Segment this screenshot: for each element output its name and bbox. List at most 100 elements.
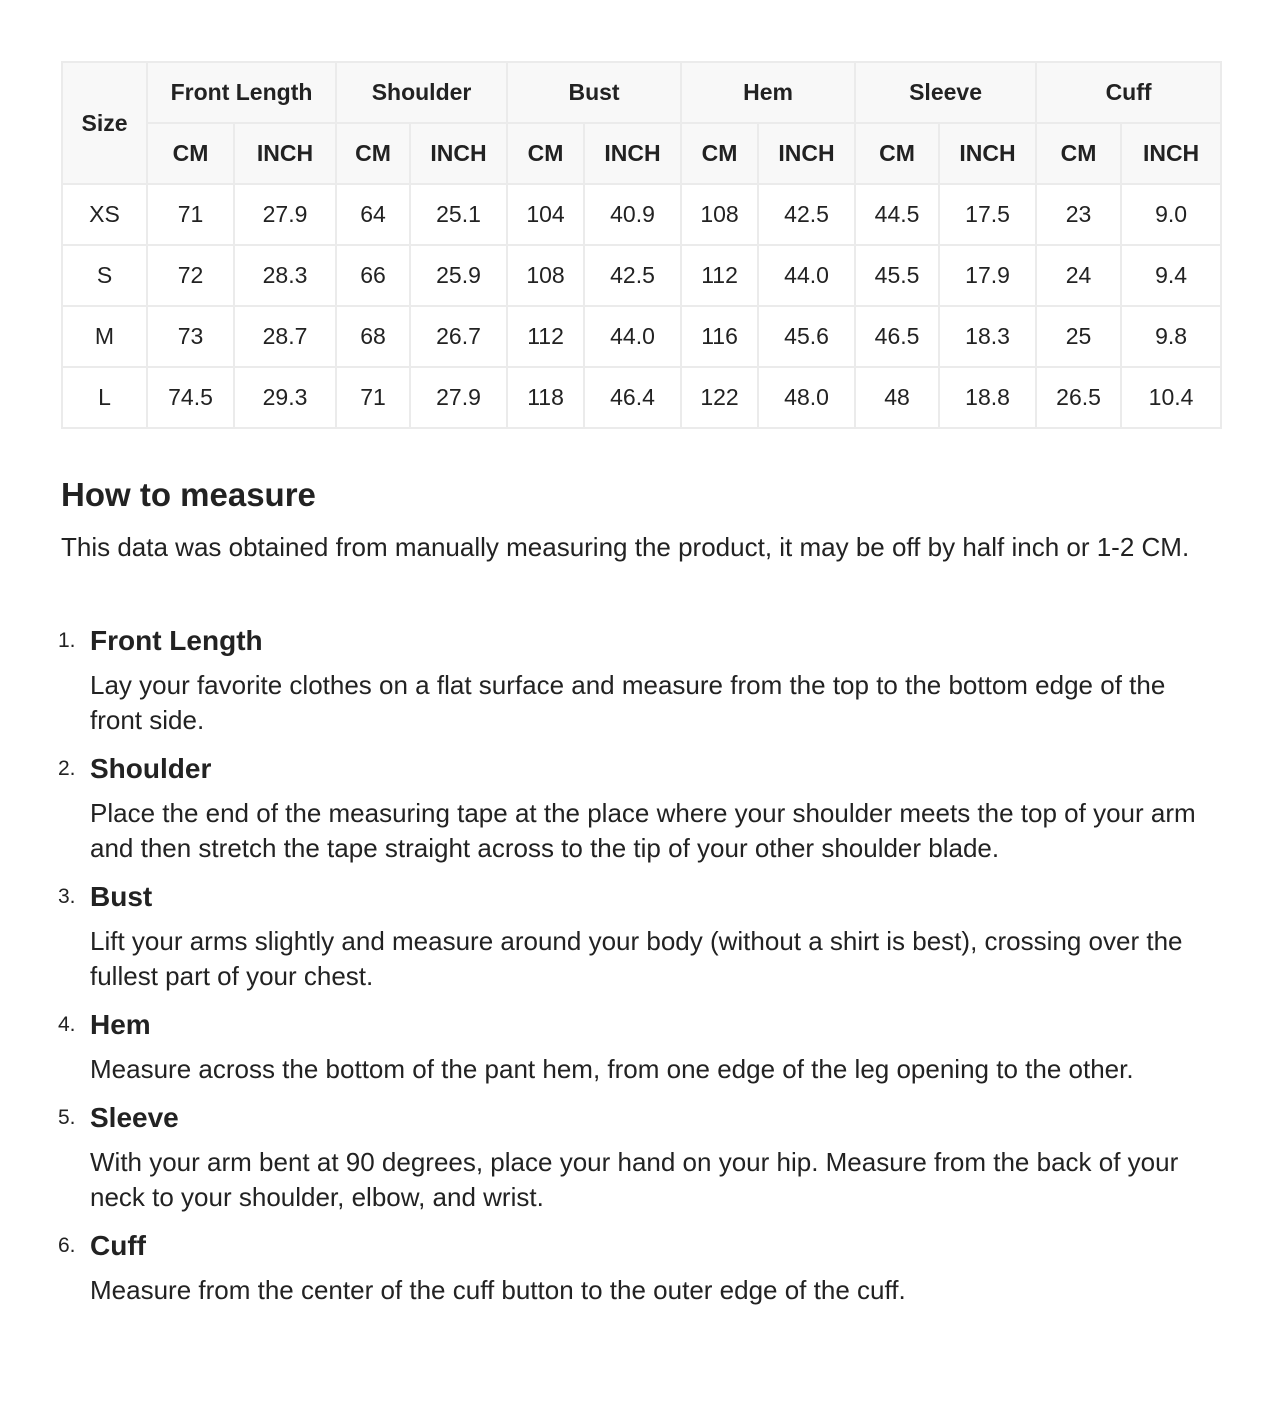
item-title: Front Length [90, 625, 263, 656]
value-cell: 122 [680, 366, 760, 429]
value-cell: 45.6 [757, 305, 857, 368]
unit-header: INCH [1120, 122, 1223, 185]
value-cell: 112 [506, 305, 586, 368]
value-cell: 10.4 [1120, 366, 1223, 429]
item-number: 2. [58, 757, 76, 780]
unit-header: INCH [583, 122, 683, 185]
value-cell: 71 [146, 183, 235, 246]
value-cell: 25 [1035, 305, 1123, 368]
value-cell: 74.5 [146, 366, 235, 429]
table-row: S 72 28.3 66 25.9 108 42.5 112 44.0 45.5 17.9 24 9.4 [61, 244, 1223, 307]
list-item: 3. Bust Lift your arms slightly and measur… [0, 876, 1230, 994]
value-cell: 18.3 [938, 305, 1038, 368]
group-header: Hem [680, 61, 857, 124]
group-header: Front Length [145, 61, 338, 124]
value-cell: 44.0 [583, 305, 683, 368]
list-item: 4. Hem Measure across the bottom of the pa… [0, 1004, 1230, 1087]
value-cell: 9.0 [1120, 183, 1223, 246]
item-number: 3. [58, 885, 76, 908]
group-header: Shoulder [335, 61, 509, 124]
value-cell: 29.3 [232, 366, 338, 429]
value-cell: 68 [335, 305, 412, 368]
item-number: 6. [58, 1234, 76, 1257]
how-to-measure-title: How to measure [61, 476, 316, 513]
unit-header: INCH [938, 122, 1038, 185]
value-cell: 71 [335, 366, 412, 429]
value-cell: 25.9 [409, 244, 509, 307]
item-number: 4. [58, 1013, 76, 1036]
value-cell: 17.9 [938, 244, 1038, 307]
item-description: Lay your favorite clothes on a flat surf… [90, 670, 1166, 735]
item-description: Measure across the bottom of the pant he… [90, 1054, 1134, 1084]
value-cell: 24 [1035, 244, 1123, 307]
unit-header: INCH [232, 122, 338, 185]
value-cell: 108 [680, 183, 760, 246]
size-header: Size [61, 61, 148, 185]
unit-header: CM [506, 122, 586, 185]
size-cell: S [61, 244, 148, 307]
table-row: M 73 28.7 68 26.7 112 44.0 116 45.6 46.5 18.3 25 9.8 [61, 305, 1223, 368]
group-header: Sleeve [854, 61, 1038, 124]
value-cell: 48.0 [757, 366, 857, 429]
value-cell: 64 [335, 183, 412, 246]
value-cell: 27.9 [232, 183, 338, 246]
value-cell: 28.7 [232, 305, 338, 368]
value-cell: 44.0 [757, 244, 857, 307]
value-cell: 25.1 [409, 183, 509, 246]
item-number: 1. [58, 629, 76, 652]
value-cell: 42.5 [757, 183, 857, 246]
value-cell: 45.5 [854, 244, 941, 307]
group-header: Cuff [1035, 61, 1223, 124]
size-table: Size Front Length Shoulder Bust Hem Sleeve Cuf… [61, 61, 1223, 429]
value-cell: 27.9 [409, 366, 509, 429]
table-row: L 74.5 29.3 71 27.9 118 46.4 122 48.0 48 18.8 26.5 1… [61, 366, 1223, 429]
table-row: XS 71 27.9 64 25.1 104 40.9 108 42.5 44.5 17.5 23 9.… [61, 183, 1223, 246]
value-cell: 23 [1035, 183, 1123, 246]
value-cell: 104 [506, 183, 586, 246]
size-cell: M [61, 305, 148, 368]
unit-header: CM [1035, 122, 1123, 185]
size-chart: Size Front Length Shoulder Bust Hem Sleeve Cuf… [61, 61, 1223, 429]
intro-text: This data was obtained from manually mea… [61, 532, 1190, 562]
item-description: Lift your arms slightly and measure arou… [90, 926, 1183, 991]
value-cell: 28.3 [232, 244, 338, 307]
unit-header: CM [680, 122, 760, 185]
list-item: 5. Sleeve With your arm bent at 90 degrees… [0, 1097, 1230, 1215]
unit-header: INCH [409, 122, 509, 185]
item-title: Cuff [90, 1230, 146, 1261]
list-item: 2. Shoulder Place the end of the measuring… [0, 748, 1230, 866]
value-cell: 48 [854, 366, 941, 429]
item-title: Hem [90, 1009, 151, 1040]
list-item: 6. Cuff Measure from the center of the cuf… [0, 1225, 1230, 1308]
size-cell: XS [61, 183, 148, 246]
value-cell: 40.9 [583, 183, 683, 246]
unit-header: INCH [757, 122, 857, 185]
value-cell: 112 [680, 244, 760, 307]
item-title: Shoulder [90, 753, 212, 784]
value-cell: 9.4 [1120, 244, 1223, 307]
value-cell: 72 [146, 244, 235, 307]
value-cell: 9.8 [1120, 305, 1223, 368]
value-cell: 26.7 [409, 305, 509, 368]
value-cell: 73 [146, 305, 235, 368]
unit-header: CM [146, 122, 235, 185]
value-cell: 44.5 [854, 183, 941, 246]
value-cell: 66 [335, 244, 412, 307]
unit-header: CM [335, 122, 412, 185]
unit-row: CM INCH CM INCH CM INCH CM INCH CM INCH CM INCH [62, 122, 1223, 185]
value-cell: 46.5 [854, 305, 941, 368]
item-description: Place the end of the measuring tape at t… [90, 798, 1196, 863]
item-title: Sleeve [90, 1102, 179, 1133]
item-number: 5. [58, 1106, 76, 1129]
list-item: 1. Front Length Lay your favorite clothes … [0, 620, 1230, 738]
value-cell: 18.8 [938, 366, 1038, 429]
value-cell: 26.5 [1035, 366, 1123, 429]
group-header: Bust [506, 61, 683, 124]
header-row: Size Front Length Shoulder Bust Hem Sleeve Cuf… [61, 61, 1223, 185]
value-cell: 46.4 [583, 366, 683, 429]
value-cell: 116 [680, 305, 760, 368]
size-cell: L [61, 366, 148, 429]
item-description: Measure from the center of the cuff butt… [90, 1275, 906, 1305]
value-cell: 118 [506, 366, 586, 429]
value-cell: 108 [506, 244, 586, 307]
